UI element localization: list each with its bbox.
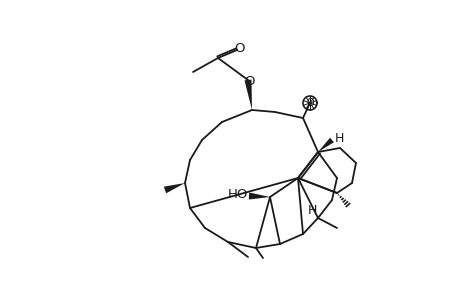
Polygon shape: [163, 183, 185, 193]
Text: H: H: [307, 205, 316, 218]
Text: O: O: [306, 98, 313, 108]
Polygon shape: [248, 193, 269, 200]
Polygon shape: [244, 80, 252, 110]
Text: H: H: [334, 131, 343, 145]
Text: O: O: [244, 74, 255, 88]
Text: O: O: [234, 41, 245, 55]
Text: HO: HO: [227, 188, 248, 202]
Polygon shape: [317, 138, 333, 152]
